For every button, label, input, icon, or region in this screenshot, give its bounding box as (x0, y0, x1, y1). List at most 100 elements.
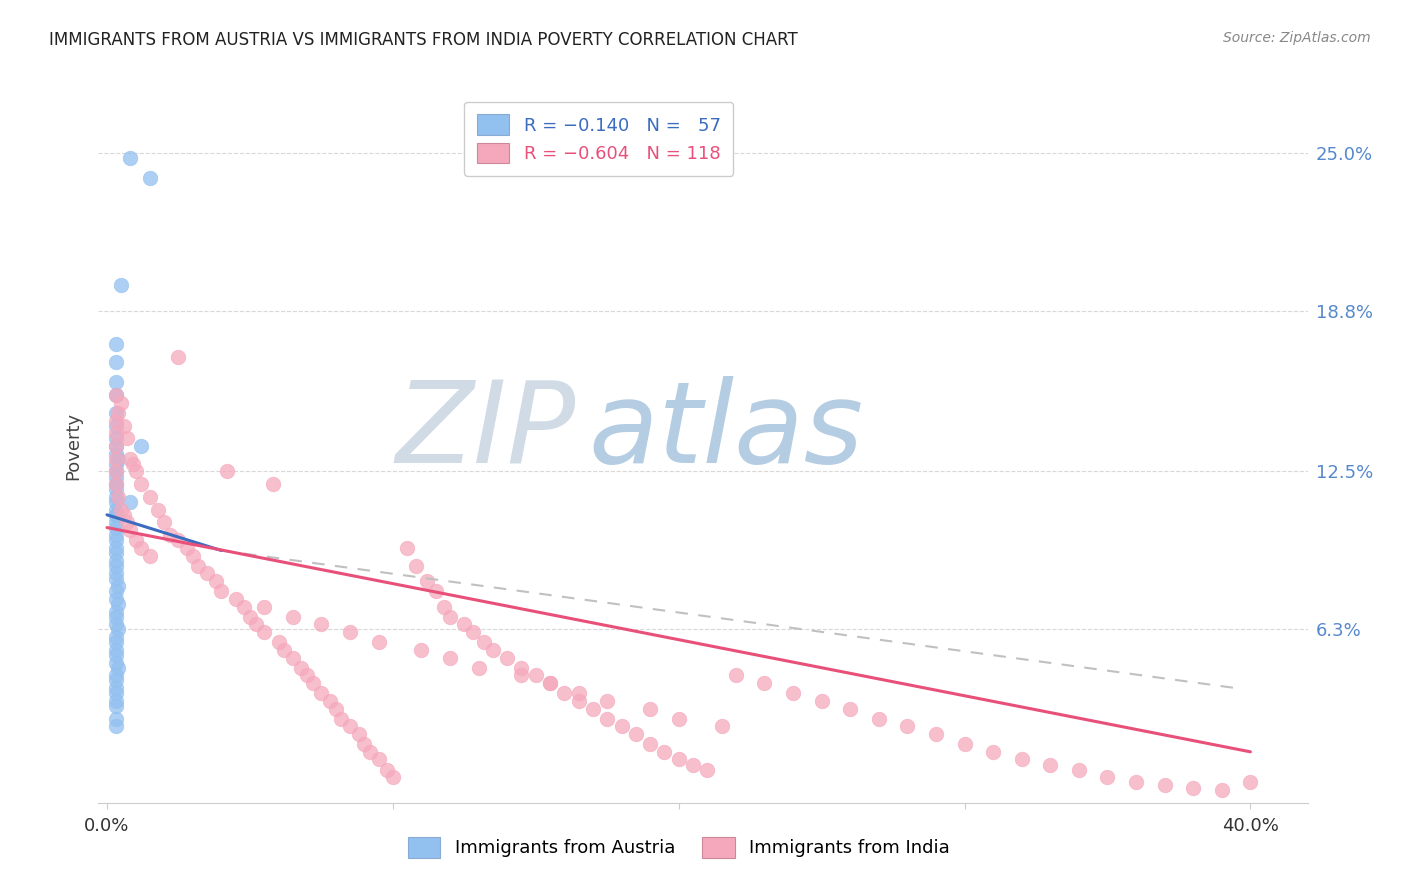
Point (668, 712, 690, 726)
Point (107, 451, 129, 466)
Point (148, 502, 170, 516)
Point (467, 661, 489, 675)
Point (281, 609, 304, 624)
Point (596, 694, 619, 708)
Point (339, 719, 361, 733)
Point (110, 395, 132, 409)
Point (104, 630, 127, 644)
Point (110, 502, 132, 516)
Point (104, 388, 127, 402)
Point (107, 490, 129, 504)
Point (1153, 778, 1175, 792)
Point (104, 508, 127, 522)
Point (953, 737, 976, 751)
Point (107, 597, 129, 611)
Point (396, 541, 419, 555)
Point (510, 661, 533, 675)
Point (553, 686, 575, 700)
Point (104, 609, 127, 624)
Point (104, 508, 127, 522)
Point (107, 406, 129, 420)
Point (610, 719, 633, 733)
Point (104, 516, 127, 530)
Point (253, 625, 276, 640)
Point (112, 418, 135, 433)
Point (339, 625, 361, 640)
Point (139, 171, 162, 186)
Point (104, 520, 127, 534)
Point (104, 648, 127, 662)
Point (295, 668, 318, 682)
Point (104, 694, 127, 708)
Point (311, 686, 333, 700)
Point (104, 451, 127, 466)
Point (433, 599, 456, 614)
Point (367, 635, 389, 649)
Point (118, 523, 141, 537)
Point (1097, 770, 1119, 784)
Point (104, 554, 127, 568)
Point (209, 584, 232, 599)
Point (225, 591, 247, 606)
Point (896, 719, 918, 733)
Point (782, 686, 804, 700)
Point (724, 668, 747, 682)
Point (176, 541, 198, 555)
Point (104, 337, 127, 351)
Point (104, 457, 127, 471)
Point (290, 661, 312, 675)
Point (104, 668, 127, 682)
Point (104, 447, 127, 461)
Point (104, 490, 127, 504)
Point (472, 635, 495, 649)
Point (195, 566, 218, 581)
Point (538, 676, 561, 690)
Text: Source: ZipAtlas.com: Source: ZipAtlas.com (1223, 31, 1371, 45)
Point (115, 516, 138, 530)
Point (638, 737, 661, 751)
Point (118, 451, 141, 466)
Point (253, 599, 276, 614)
Point (638, 701, 661, 715)
Point (281, 650, 304, 665)
Point (453, 617, 475, 632)
Point (1239, 775, 1261, 789)
Point (104, 617, 127, 632)
Point (596, 712, 619, 726)
Point (104, 413, 127, 427)
Text: IMMIGRANTS FROM AUSTRIA VS IMMIGRANTS FROM INDIA POVERTY CORRELATION CHART: IMMIGRANTS FROM AUSTRIA VS IMMIGRANTS FR… (49, 31, 799, 49)
Point (710, 719, 733, 733)
Text: atlas: atlas (588, 376, 863, 487)
Point (104, 388, 127, 402)
Point (245, 617, 267, 632)
Point (112, 508, 135, 522)
Point (139, 549, 162, 563)
Point (375, 763, 398, 777)
Point (181, 549, 204, 563)
Point (239, 609, 262, 624)
Point (367, 752, 389, 766)
Point (411, 643, 433, 657)
Point (301, 676, 323, 690)
Point (262, 477, 284, 491)
Point (104, 656, 127, 670)
Point (104, 572, 127, 586)
Point (233, 599, 256, 614)
Point (682, 757, 704, 772)
Point (325, 701, 347, 715)
Point (496, 650, 519, 665)
Point (1011, 752, 1033, 766)
Point (115, 431, 138, 445)
Point (1211, 783, 1233, 797)
Point (568, 686, 591, 700)
Point (439, 650, 461, 665)
Point (654, 745, 676, 759)
Point (405, 558, 427, 573)
Point (104, 528, 127, 542)
Point (118, 151, 141, 165)
Point (267, 635, 290, 649)
Point (215, 465, 238, 479)
Point (104, 686, 127, 700)
Point (107, 579, 129, 593)
Point (107, 623, 129, 637)
